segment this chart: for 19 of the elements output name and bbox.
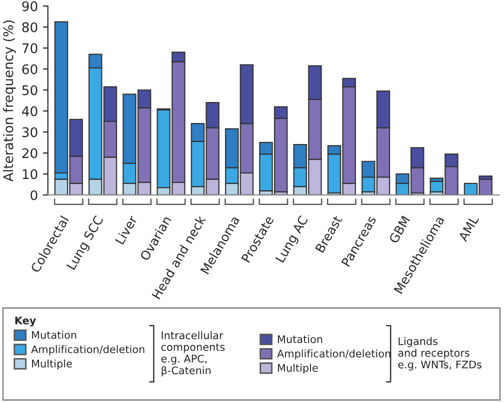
y-axis-title: Alteration frequency (%) — [3, 20, 16, 182]
legend-label: Multiple — [32, 359, 72, 370]
text: Intracellular components e.g. APC, β-Catenin — [161, 331, 225, 376]
y-tick-label: 60 — [22, 64, 38, 74]
text: Ligands and receptors e.g. WNTs, FZDs — [398, 337, 482, 370]
legend-title: Key — [15, 316, 36, 326]
y-tick-label: 30 — [22, 127, 38, 138]
y-tick-label: 70 — [22, 43, 38, 54]
y-tick-label: 80 — [22, 22, 38, 32]
legend-label: Mutation — [278, 335, 322, 344]
y-tick-label: 10 — [22, 169, 38, 180]
legend-label: Mutation — [32, 330, 76, 339]
legend-label: Multiple — [278, 364, 318, 374]
y-tick-label: 90 — [22, 1, 38, 12]
y-tick-label: 50 — [22, 85, 38, 96]
y-tick-label: 0 — [30, 190, 38, 200]
y-tick-label: 40 — [22, 106, 38, 116]
y-tick-label: 20 — [22, 148, 38, 158]
legend-label: Amplification/deletion — [31, 345, 144, 356]
